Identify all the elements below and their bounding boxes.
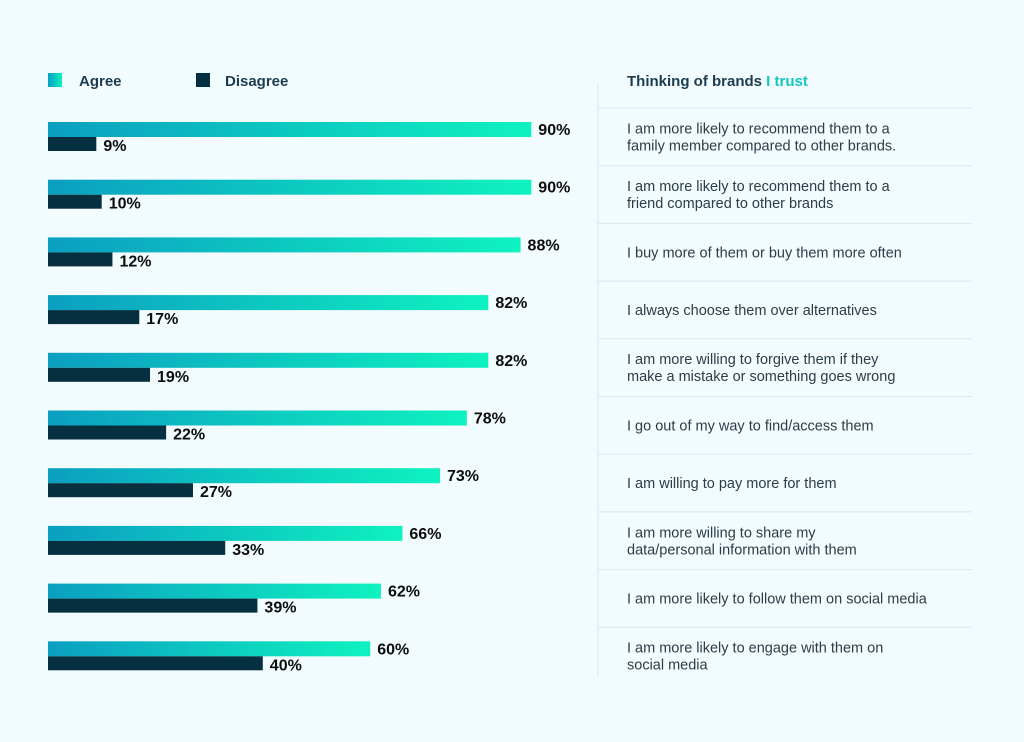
disagree-bar [48, 310, 140, 325]
disagree-value-label: 33% [232, 542, 264, 559]
legend-agree-label: Agree [79, 73, 122, 90]
disagree-bar [48, 194, 102, 209]
agree-value-label: 82% [495, 353, 527, 370]
statement-line: friend compared to other brands [627, 196, 833, 212]
table-row: 90% 10% I am more likely to recommend them… [48, 179, 972, 224]
agree-bar [48, 237, 521, 253]
statement-line: data/personal information with them [627, 542, 857, 558]
statement-label: I always choose them over alternatives [627, 303, 877, 319]
statements-header: Thinking of brands I trust [627, 73, 808, 90]
agree-bar [48, 641, 371, 657]
table-row: 82% 17% I always choose them over alternat… [48, 295, 972, 340]
table-row: 73% 27% I am willing to pay more for them [48, 468, 972, 513]
disagree-bar [48, 425, 167, 440]
statement-label: I am more willing to share my data/person… [627, 525, 857, 558]
agree-value-label: 62% [388, 584, 420, 601]
table-row: 82% 19% I am more willing to forgive them … [48, 352, 972, 397]
agree-bar [48, 179, 532, 195]
agree-value-label: 73% [447, 468, 479, 485]
disagree-value-label: 19% [157, 369, 189, 386]
legend-agree-swatch [48, 73, 62, 87]
legend-disagree-label: Disagree [225, 73, 288, 90]
agree-value-label: 78% [474, 411, 506, 428]
table-row: 66% 33% I am more willing to share my data/… [48, 525, 972, 571]
disagree-value-label: 17% [146, 311, 178, 328]
agree-bar [48, 122, 532, 137]
statement-label: I am willing to pay more for them [627, 476, 837, 492]
statements-header-prefix: Thinking of brands [627, 73, 766, 90]
statement-label: I am more likely to follow them on socia… [627, 591, 928, 607]
statement-label: I am more willing to forgive them if the… [627, 352, 895, 385]
agree-bar [48, 525, 403, 541]
statement-line: I go out of my way to find/access them [627, 418, 874, 434]
disagree-value-label: 10% [109, 196, 141, 213]
table-row: 62% 39% I am more likely to follow them on… [48, 583, 972, 628]
disagree-value-label: 22% [173, 427, 205, 444]
agree-bar [48, 410, 467, 426]
disagree-bar [48, 656, 263, 671]
statement-label: I buy more of them or buy them more ofte… [627, 245, 902, 261]
agree-bar [48, 583, 381, 599]
statements-header-highlight: I trust [766, 73, 808, 90]
disagree-bar [48, 483, 193, 498]
statement-line: I am more likely to recommend them to a [627, 121, 891, 137]
statement-line: I am more willing to forgive them if the… [627, 352, 879, 368]
disagree-value-label: 39% [264, 600, 296, 617]
statement-line: I always choose them over alternatives [627, 303, 877, 319]
agree-value-label: 88% [528, 237, 560, 254]
statement-line: I buy more of them or buy them more ofte… [627, 245, 902, 261]
statement-label: I am more likely to engage with them on s… [627, 641, 883, 674]
agree-value-label: 66% [409, 526, 441, 543]
agree-value-label: 60% [377, 641, 409, 658]
disagree-value-label: 40% [270, 657, 302, 674]
agree-value-label: 90% [538, 180, 570, 197]
disagree-value-label: 9% [103, 138, 126, 155]
disagree-bar [48, 137, 97, 151]
table-row: 78% 22% I go out of my way to find/access … [48, 410, 972, 455]
statement-line: I am more likely to engage with them on [627, 641, 883, 657]
agree-value-label: 90% [538, 122, 570, 139]
disagree-bar [48, 252, 113, 267]
statement-line: I am more willing to share my [627, 525, 816, 541]
statement-line: social media [627, 658, 709, 674]
disagree-value-label: 27% [200, 484, 232, 501]
disagree-bar [48, 540, 226, 555]
statement-line: make a mistake or something goes wrong [627, 369, 895, 385]
statement-line: I am willing to pay more for them [627, 476, 837, 492]
table-row: 90% 9% I am more likely to recommend them … [48, 121, 972, 167]
statement-line: I am more likely to follow them on socia… [627, 591, 928, 607]
statement-label: I go out of my way to find/access them [627, 418, 874, 434]
chart-rows: 90% 9% I am more likely to recommend them … [48, 107, 972, 674]
legend: Agree Disagree [48, 73, 288, 90]
agree-value-label: 82% [495, 295, 527, 312]
statement-line: I am more likely to recommend them to a [627, 179, 891, 195]
agree-bar [48, 295, 489, 311]
statement-line: family member compared to other brands. [627, 138, 896, 154]
disagree-bar [48, 598, 258, 613]
legend-disagree-swatch [196, 73, 210, 87]
agree-bar [48, 468, 441, 484]
table-row: 88% 12% I buy more of them or buy them mor… [48, 237, 972, 282]
disagree-value-label: 12% [119, 253, 151, 270]
table-row: 60% 40% I am more likely to engage with th… [48, 641, 883, 674]
agree-bar [48, 352, 489, 368]
disagree-bar [48, 367, 151, 382]
